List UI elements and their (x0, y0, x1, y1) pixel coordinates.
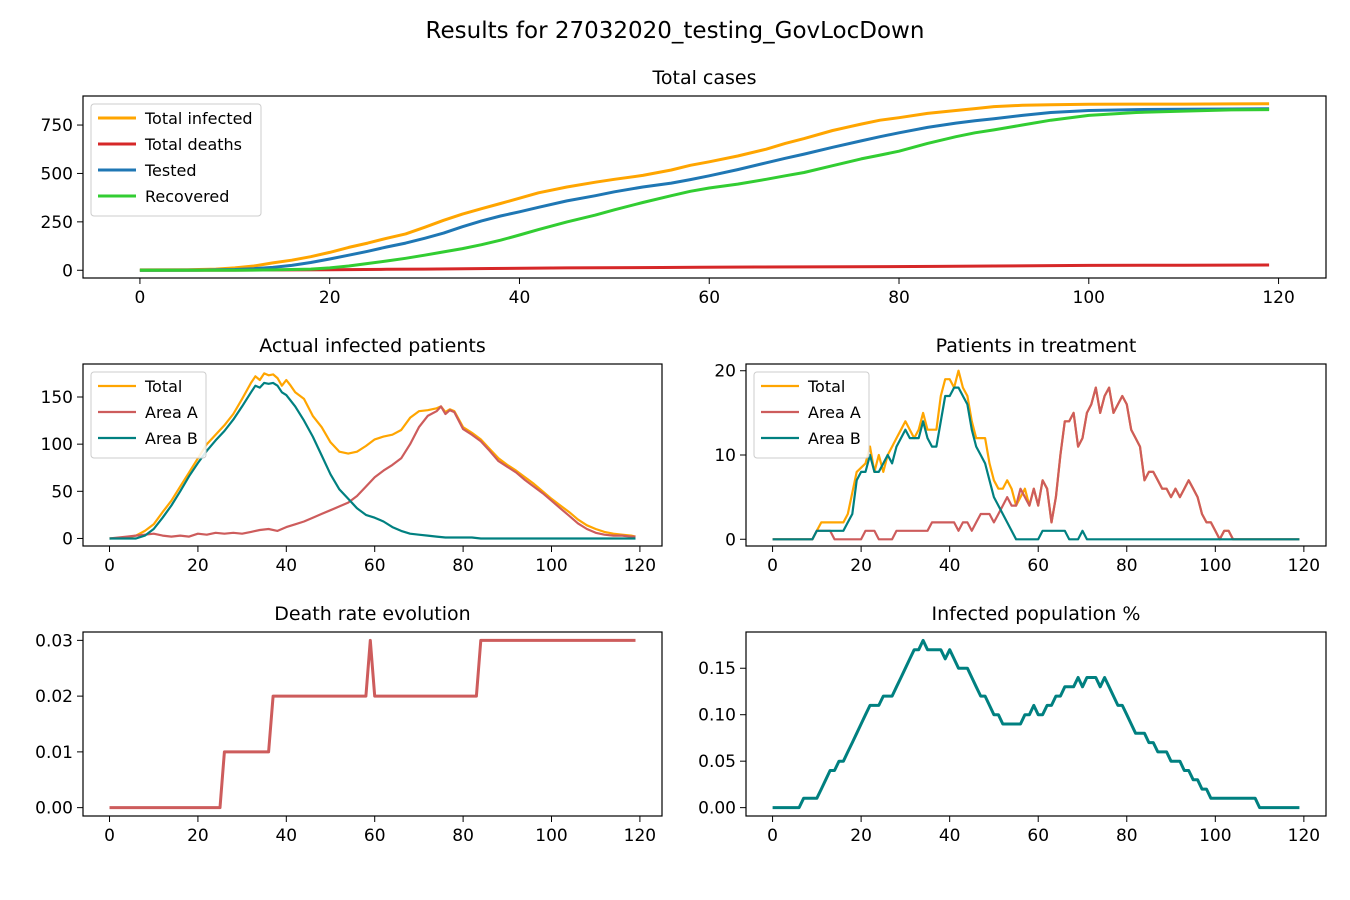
legend-label: Total deaths (144, 135, 242, 154)
axes-frame (82, 631, 663, 817)
legend-box (90, 371, 207, 459)
x-tick-label: 0 (767, 556, 778, 576)
y-tick-label: 0 (62, 529, 73, 549)
legend-label: Area A (808, 403, 861, 422)
x-tick-label: 20 (319, 288, 341, 308)
x-tick-label: 100 (535, 556, 567, 576)
legend-label: Total infected (144, 109, 253, 128)
series-line-tested (139, 107, 1270, 272)
chart-treatment: Patients in treatment 0 20 40 60 80 100 120 0 10 2… (714, 335, 1327, 576)
x-tick-label: 20 (850, 826, 872, 846)
y-tick-label: 150 (41, 388, 73, 408)
x-tick-label: 100 (1073, 288, 1105, 308)
x-tick-label: 40 (939, 826, 961, 846)
x-tick-label: 20 (187, 826, 209, 846)
axes-frame (82, 95, 1327, 279)
x-tick-label: 80 (452, 826, 474, 846)
x-tick-label: 100 (1199, 556, 1231, 576)
legend: Total infected Total deaths Tested Recovere… (90, 103, 262, 217)
series-line-total (109, 372, 636, 540)
figure-title: Results for 27032020_testing_GovLocDown (426, 18, 925, 44)
x-tick-label: 100 (535, 826, 567, 846)
x-tick-label: 60 (364, 826, 386, 846)
x-tick-label: 120 (1288, 556, 1320, 576)
legend-label: Recovered (145, 187, 229, 206)
legend: Total Area A Area B (753, 371, 870, 459)
axes-frame (745, 363, 1327, 547)
x-tick-label: 60 (1027, 826, 1049, 846)
series-line-recovered (139, 108, 1270, 272)
legend-label: Area B (145, 429, 198, 448)
x-tick-label: 40 (939, 556, 961, 576)
x-tick-label: 60 (1027, 556, 1049, 576)
y-tick-label: 0 (62, 261, 73, 281)
axes-frame (82, 363, 663, 547)
legend-box (90, 103, 262, 217)
x-tick-label: 0 (104, 556, 115, 576)
legend-label: Total (807, 377, 845, 396)
x-tick-label: 120 (1262, 288, 1294, 308)
x-tick-label: 100 (1199, 826, 1231, 846)
y-tick-label: 0.00 (35, 799, 73, 819)
x-tick-label: 40 (275, 826, 297, 846)
y-tick-label: 0.02 (35, 687, 73, 707)
y-tick-label: 0.00 (698, 799, 736, 819)
y-tick-label: 500 (41, 164, 73, 184)
series-line-total-deaths (139, 263, 1270, 272)
x-tick-label: 80 (888, 288, 910, 308)
series-line-area-a (772, 386, 1300, 541)
x-tick-label: 20 (850, 556, 872, 576)
y-tick-label: 0.03 (35, 631, 73, 651)
chart-title: Death rate evolution (274, 603, 470, 625)
legend: Total Area A Area B (90, 371, 207, 459)
x-tick-label: 40 (509, 288, 531, 308)
axes-frame (745, 631, 1327, 817)
x-tick-label: 40 (275, 556, 297, 576)
y-tick-label: 20 (714, 362, 736, 382)
x-tick-label: 20 (187, 556, 209, 576)
series-line-area-a (109, 405, 636, 540)
y-tick-label: 10 (714, 446, 736, 466)
x-tick-label: 80 (452, 556, 474, 576)
x-tick-label: 0 (135, 288, 146, 308)
x-tick-label: 0 (767, 826, 778, 846)
x-tick-label: 120 (624, 556, 656, 576)
chart-total: Total cases 0 20 40 60 80 100 120 0 250 500 750 Tota… (41, 67, 1327, 308)
y-tick-label: 0 (725, 530, 736, 550)
chart-deathrate: Death rate evolution 0 20 40 60 80 100 120 0.00 0… (35, 603, 663, 846)
x-tick-label: 80 (1116, 556, 1138, 576)
chart-title: Total cases (652, 67, 757, 89)
x-tick-label: 80 (1116, 826, 1138, 846)
series-line-0 (772, 638, 1300, 810)
x-tick-label: 60 (698, 288, 720, 308)
series-line-total-infected (139, 102, 1270, 272)
legend-label: Total (144, 377, 182, 396)
series-line-area-b (109, 381, 636, 540)
y-tick-label: 0.05 (698, 752, 736, 772)
legend-box (753, 371, 870, 459)
legend-label: Tested (144, 161, 197, 180)
chart-title: Infected population % (932, 603, 1141, 625)
y-tick-label: 50 (51, 482, 73, 502)
x-tick-label: 120 (624, 826, 656, 846)
series-line-0 (109, 638, 636, 810)
x-tick-label: 0 (104, 826, 115, 846)
x-tick-label: 120 (1288, 826, 1320, 846)
chart-actual: Actual infected patients 0 20 40 60 80 100 120 0… (41, 335, 663, 576)
series-line-area-b (772, 386, 1300, 541)
y-tick-label: 100 (41, 435, 73, 455)
x-tick-label: 60 (364, 556, 386, 576)
chart-title: Patients in treatment (936, 335, 1137, 357)
y-tick-label: 0.01 (35, 743, 73, 763)
chart-infectedpct: Infected population % 0 20 40 60 80 100 120 0.00… (698, 603, 1327, 846)
y-tick-label: 0.10 (698, 706, 736, 726)
legend-label: Area A (145, 403, 198, 422)
legend-label: Area B (808, 429, 861, 448)
y-tick-label: 750 (41, 116, 73, 136)
y-tick-label: 250 (41, 213, 73, 233)
chart-title: Actual infected patients (259, 335, 485, 357)
y-tick-label: 0.15 (698, 659, 736, 679)
